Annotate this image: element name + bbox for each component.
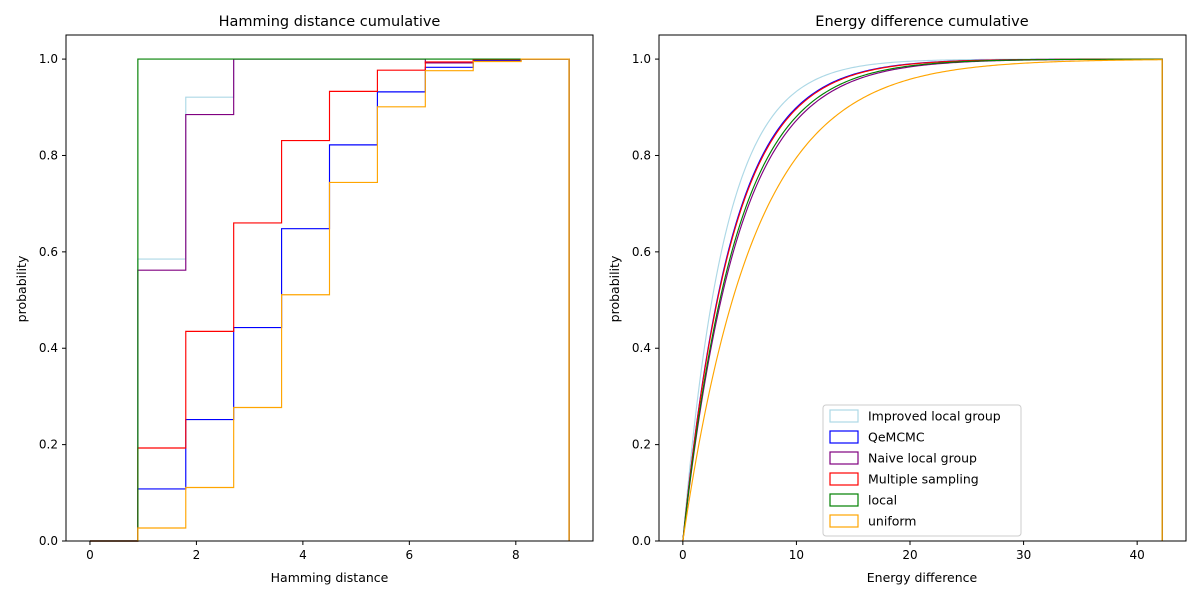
legend-swatch-naive-local-group bbox=[829, 451, 859, 465]
energy-series-uniform bbox=[682, 59, 1163, 542]
legend-label-multiple-sampling: Multiple sampling bbox=[868, 472, 979, 487]
energy-x-axis-label: Energy difference bbox=[867, 570, 978, 585]
hamming-y-tick-label: 1.0 bbox=[39, 52, 58, 66]
energy-chart-title: Energy difference cumulative bbox=[815, 14, 1028, 30]
hamming-axes: 0 2 4 6 8 0.0 0.2 0.4 0.6 0.8 1.0 bbox=[39, 34, 594, 562]
legend-swatch-local bbox=[829, 493, 859, 507]
energy-axes: 0 10 20 30 40 0.0 0.2 0.4 0.6 0.8 1.0 bbox=[632, 34, 1187, 562]
legend-box bbox=[822, 404, 1022, 537]
energy-series-local bbox=[682, 58, 1163, 542]
energy-series-group bbox=[682, 58, 1163, 542]
legend-swatch-qemcmc bbox=[829, 430, 859, 444]
hamming-y-tick-label: 0.6 bbox=[39, 245, 58, 259]
energy-chart: Energy difference cumulative Energy diff… bbox=[607, 14, 1187, 585]
hamming-series-uniform bbox=[89, 58, 570, 542]
hamming-x-tick-label: 4 bbox=[299, 548, 307, 562]
energy-x-tick-label: 40 bbox=[1130, 548, 1145, 562]
energy-x-tick-label: 0 bbox=[679, 548, 687, 562]
hamming-x-tick-label: 6 bbox=[406, 548, 414, 562]
hamming-y-tick-label: 0.2 bbox=[39, 438, 58, 452]
legend-label-uniform: uniform bbox=[868, 514, 916, 529]
hamming-chart-title: Hamming distance cumulative bbox=[219, 14, 441, 30]
energy-y-tick-label: 0.0 bbox=[632, 534, 651, 548]
hamming-x-tick-label: 8 bbox=[512, 548, 520, 562]
legend-label-qemcmc: QeMCMC bbox=[868, 430, 925, 445]
hamming-y-tick-label: 0.0 bbox=[39, 534, 58, 548]
hamming-y-tick-label: 0.4 bbox=[39, 341, 58, 355]
energy-y-tick-label: 0.8 bbox=[632, 148, 651, 162]
hamming-plot-frame bbox=[65, 34, 594, 542]
hamming-x-tick-label: 2 bbox=[193, 548, 201, 562]
legend-swatch-improved-local-group bbox=[829, 409, 859, 423]
hamming-series-qemcmc bbox=[89, 58, 570, 542]
hamming-series-multiple-sampling bbox=[89, 58, 570, 542]
energy-x-tick-label: 20 bbox=[902, 548, 917, 562]
legend: Improved local group QeMCMC Naive local gr… bbox=[822, 404, 1022, 537]
energy-x-tick-label: 10 bbox=[789, 548, 804, 562]
hamming-chart: Hamming distance cumulative Hamming dist… bbox=[14, 14, 594, 585]
legend-label-local: local bbox=[868, 493, 897, 508]
energy-y-tick-label: 0.6 bbox=[632, 245, 651, 259]
hamming-x-axis-label: Hamming distance bbox=[271, 570, 389, 585]
legend-swatch-uniform bbox=[829, 514, 859, 528]
energy-y-axis-label: probability bbox=[607, 255, 622, 322]
hamming-series-group bbox=[89, 58, 570, 542]
hamming-y-axis-label: probability bbox=[14, 255, 29, 322]
hamming-x-tick-label: 0 bbox=[86, 548, 94, 562]
energy-y-tick-label: 0.4 bbox=[632, 341, 651, 355]
hamming-y-tick-label: 0.8 bbox=[39, 148, 58, 162]
energy-plot-frame bbox=[658, 34, 1187, 542]
energy-y-tick-label: 1.0 bbox=[632, 52, 651, 66]
legend-label-naive-local-group: Naive local group bbox=[868, 451, 977, 466]
energy-x-tick-label: 30 bbox=[1016, 548, 1031, 562]
energy-y-tick-label: 0.2 bbox=[632, 438, 651, 452]
legend-swatch-multiple-sampling bbox=[829, 472, 859, 486]
legend-label-improved-local-group: Improved local group bbox=[868, 409, 1001, 424]
